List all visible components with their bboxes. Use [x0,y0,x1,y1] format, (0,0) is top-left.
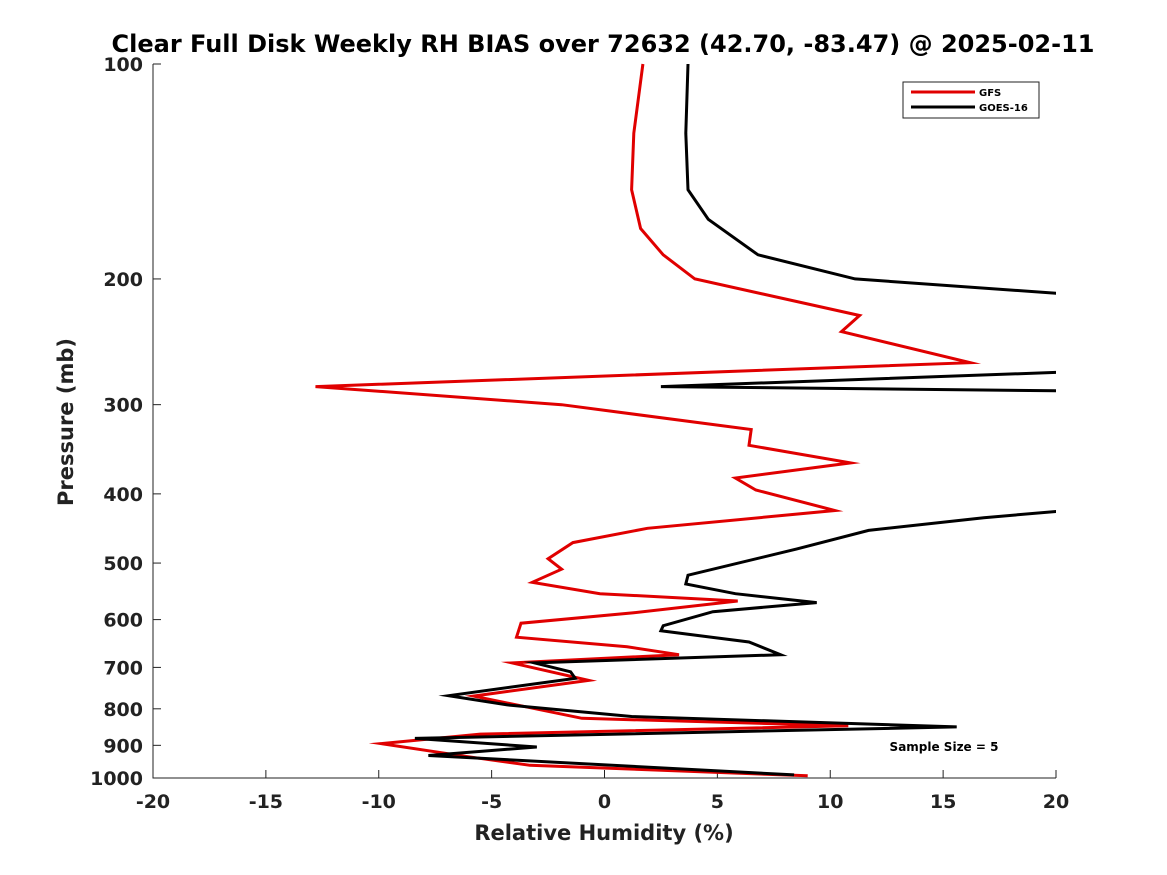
y-tick-label: 700 [103,657,143,679]
y-tick-label: 800 [103,699,143,721]
y-axis-label: Pressure (mb) [54,338,78,506]
y-tick-label: 400 [103,484,143,506]
legend-box [902,81,1040,119]
x-tick-label: 15 [930,791,956,813]
y-tick-label: 500 [103,553,143,575]
series-line-gfs [315,63,982,778]
y-tick-label: 100 [103,54,143,76]
x-tick-label: 10 [817,791,843,813]
y-tick-label: 1000 [90,768,143,790]
sample-size-annotation: Sample Size = 5 [890,740,999,754]
x-tick-label: -5 [481,791,502,813]
legend-label: GFS [979,88,1001,99]
y-tick-label: 900 [103,735,143,757]
y-tick-label: 200 [103,269,143,291]
x-tick-label: 5 [711,791,724,813]
series-layer [315,63,1056,778]
x-tick-label: 0 [598,791,611,813]
x-tick-label: 20 [1043,791,1069,813]
x-tick-label: -15 [249,791,283,813]
x-axis: -20 -15 -10 -5 0 5 10 15 20 [136,770,1069,813]
series-line-goes-16 [414,63,1056,777]
x-axis-label: Relative Humidity (%) [474,821,733,845]
legend: GFS GOES-16 [902,81,1040,119]
x-tick-label: -10 [362,791,396,813]
legend-label: GOES-16 [979,103,1028,114]
chart-title: Clear Full Disk Weekly RH BIAS over 7263… [112,30,1095,58]
y-tick-label: 300 [103,395,143,417]
x-tick-label: -20 [136,791,170,813]
y-axis: 100 200 300 400 500 600 700 800 900 1000 [90,54,161,790]
y-tick-label: 600 [103,610,143,632]
